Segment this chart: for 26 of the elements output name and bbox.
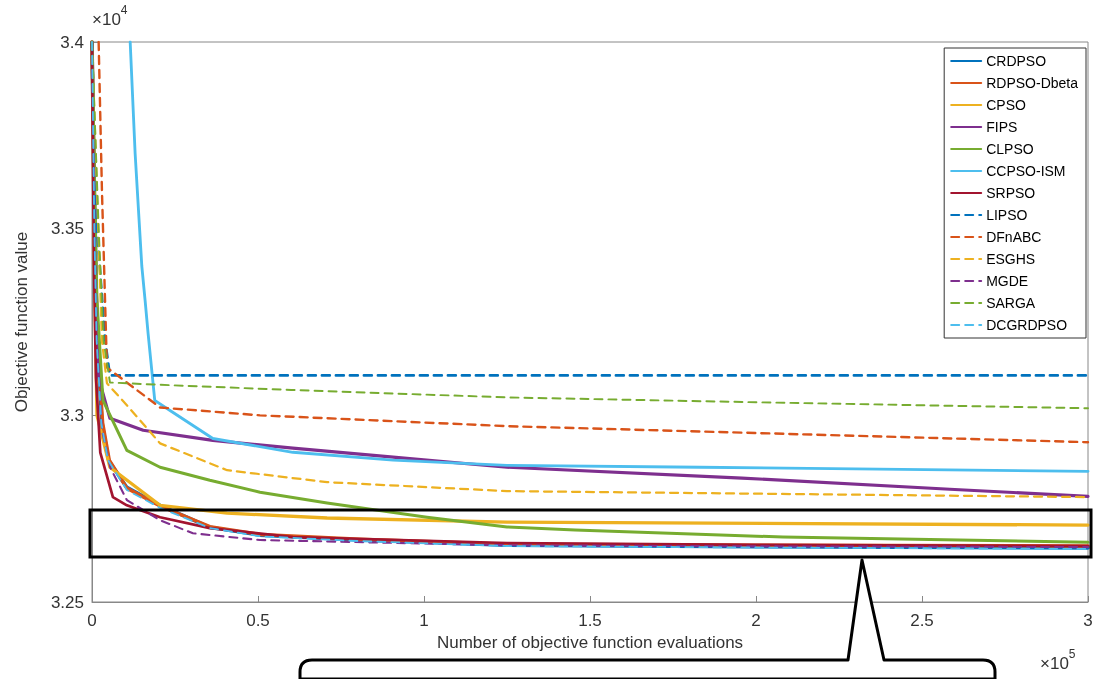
legend-label: CCPSO-ISM xyxy=(986,163,1066,179)
legend-label: CPSO xyxy=(986,97,1026,113)
legend-label: CRDPSO xyxy=(986,53,1047,69)
x-tick-label: 2 xyxy=(751,611,761,630)
legend-label: SRPSO xyxy=(986,185,1036,201)
x-tick-label: 0 xyxy=(87,611,97,630)
legend-label: FIPS xyxy=(986,119,1018,135)
x-tick-label: 1.5 xyxy=(578,611,602,630)
y-tick-label: 3.25 xyxy=(50,592,84,612)
legend-label: SARGA xyxy=(986,295,1036,311)
legend-label: MGDE xyxy=(986,273,1029,289)
legend-label: LIPSO xyxy=(986,207,1028,223)
legend-label: RDPSO-Dbeta xyxy=(986,75,1079,91)
y-tick-label: 3.4 xyxy=(60,32,84,52)
x-tick-label: 1 xyxy=(419,611,429,630)
legend-label: CLPSO xyxy=(986,141,1034,157)
x-tick-label: 0.5 xyxy=(246,611,270,630)
y-tick-label: 3.35 xyxy=(50,219,84,239)
y-axis-title: Objective function value xyxy=(12,231,31,413)
x-tick-label: 3 xyxy=(1083,611,1093,630)
legend-label: DCGRDPSO xyxy=(986,317,1068,333)
legend-label: ESGHS xyxy=(986,251,1036,267)
y-tick-label: 3.3 xyxy=(60,405,84,425)
x-axis-title: Number of objective function evaluations xyxy=(436,632,744,652)
x-tick-label: 2.5 xyxy=(910,611,934,630)
legend-label: DFnABC xyxy=(986,229,1042,245)
